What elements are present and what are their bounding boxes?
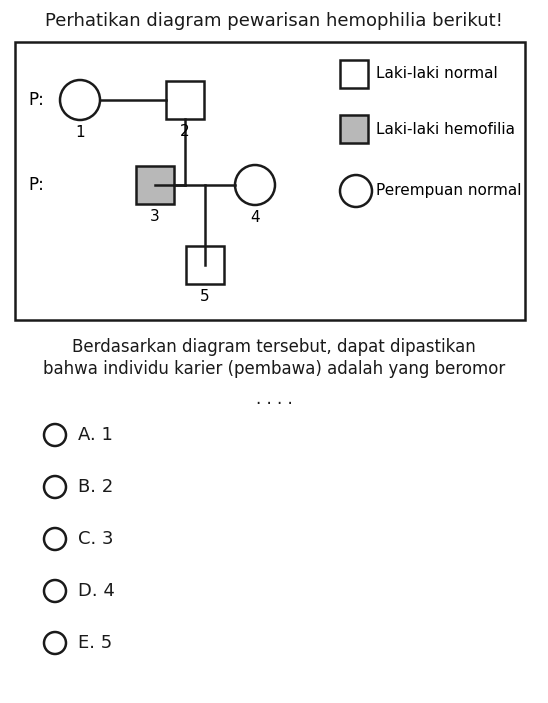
Text: A. 1: A. 1 [78,426,113,444]
Bar [340,115,368,143]
Text: 3: 3 [150,209,160,224]
Text: P:: P: [28,91,44,109]
Bar [136,166,174,204]
Text: 4: 4 [250,210,260,225]
Text: P:: P: [28,176,44,194]
Bar [186,246,224,284]
Text: E. 5: E. 5 [78,634,112,652]
Text: . . . .: . . . . [255,390,293,408]
Text: 1: 1 [75,125,85,140]
Text: Perhatikan diagram pewarisan hemophilia berikut!: Perhatikan diagram pewarisan hemophilia … [45,12,503,30]
Circle shape [60,80,100,120]
Text: Berdasarkan diagram tersebut, dapat dipastikan: Berdasarkan diagram tersebut, dapat dipa… [72,338,476,356]
Text: 5: 5 [200,289,210,304]
Text: Laki-laki hemofilia: Laki-laki hemofilia [376,122,515,136]
Text: D. 4: D. 4 [78,582,115,600]
Text: Laki-laki normal: Laki-laki normal [376,67,498,82]
Text: bahwa individu karier (pembawa) adalah yang beromor: bahwa individu karier (pembawa) adalah y… [43,360,505,378]
Text: Perempuan normal: Perempuan normal [376,183,522,198]
Circle shape [235,165,275,205]
Bar [166,81,204,119]
Bar [340,60,368,88]
Text: 2: 2 [180,124,190,139]
Text: C. 3: C. 3 [78,530,113,548]
Circle shape [340,175,372,207]
Bar [15,42,525,320]
Text: B. 2: B. 2 [78,478,113,496]
